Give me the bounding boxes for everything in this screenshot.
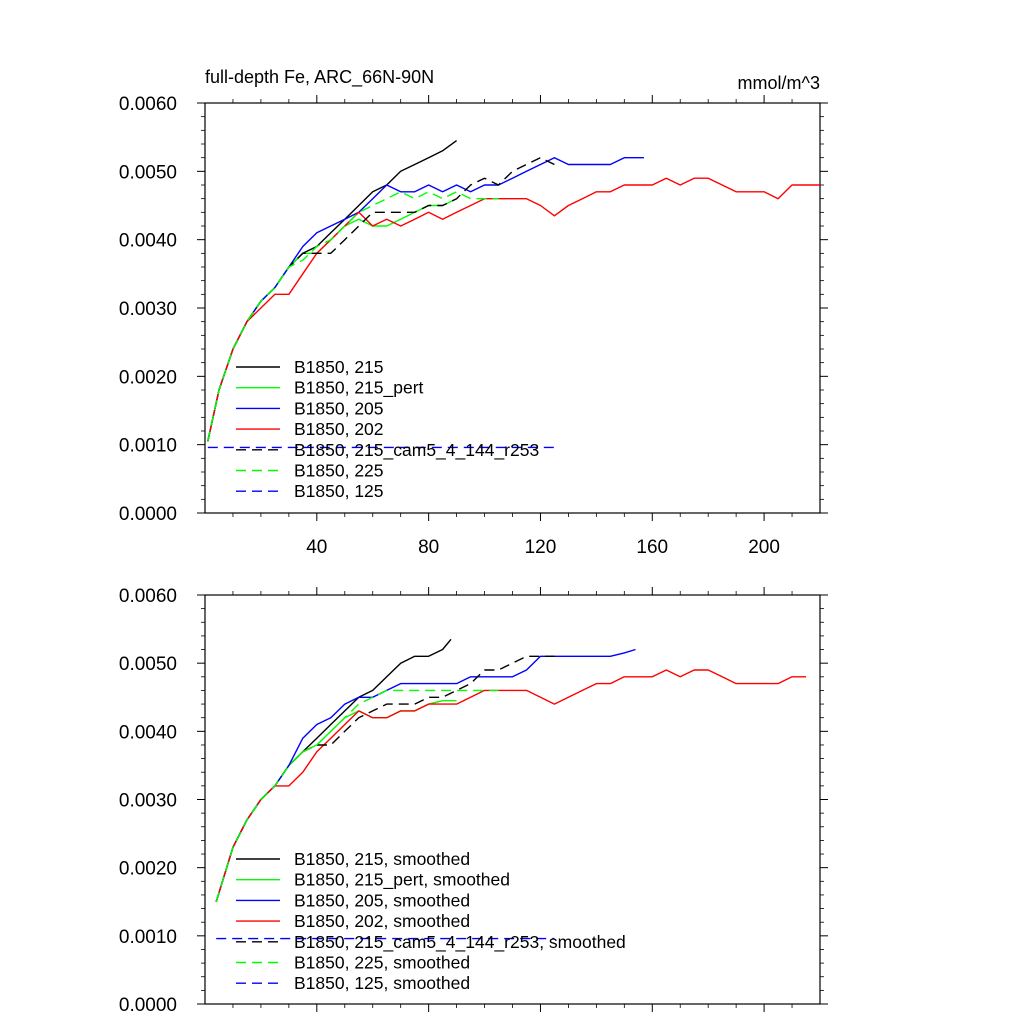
x-tick-label: 120	[525, 537, 557, 558]
legend-label: B1850, 215_cam5_4_144_r253	[294, 440, 539, 461]
legend-label: B1850, 215_pert	[294, 378, 424, 399]
y-tick-label: 0.0040	[119, 231, 177, 252]
series-line-5	[215, 689, 499, 903]
y-tick-label: 0.0000	[119, 504, 177, 525]
x-tick-label: 200	[748, 537, 780, 558]
legend-label: B1850, 125, smoothed	[294, 973, 470, 993]
y-tick-label: 0.0000	[119, 995, 177, 1016]
legend-label: B1850, 215_cam5_4_144_r253, smoothed	[294, 932, 626, 953]
y-tick-label: 0.0050	[119, 162, 177, 183]
legend-label: B1850, 125	[294, 481, 384, 501]
x-tick-label: 80	[418, 537, 439, 558]
y-tick-label: 0.0020	[119, 367, 177, 388]
y-tick-label: 0.0050	[119, 654, 177, 675]
legend-label: B1850, 215_pert, smoothed	[294, 870, 510, 891]
series-line-3	[215, 669, 806, 903]
x-tick-label: 160	[636, 537, 668, 558]
series-line-3	[207, 177, 820, 442]
chart-title: full-depth Fe, ARC_66N-90N	[205, 67, 434, 88]
y-tick-label: 0.0010	[119, 436, 177, 457]
y-tick-label: 0.0020	[119, 859, 177, 880]
legend-label: B1850, 202, smoothed	[294, 911, 470, 931]
series-line-4	[207, 156, 555, 442]
y-tick-label: 0.0040	[119, 722, 177, 743]
legend-label: B1850, 225	[294, 461, 384, 481]
y-tick-label: 0.0060	[119, 586, 177, 607]
legend-label: B1850, 215, smoothed	[294, 849, 470, 869]
y-tick-label: 0.0030	[119, 791, 177, 812]
legend-label: B1850, 205	[294, 398, 384, 418]
bottom-panel: 0.0000 0.0010 0.0020 0.0030 0.0040 0.0050 0.00…	[119, 586, 828, 1016]
top-panel: full-depth Fe, ARC_66N-90N mmol/m^3 0.00…	[119, 67, 828, 558]
legend-label: B1850, 205, smoothed	[294, 890, 470, 910]
y-tick-label: 0.0030	[119, 299, 177, 320]
series-line-5	[207, 191, 499, 442]
units-label: mmol/m^3	[738, 73, 820, 93]
legend-label: B1850, 225, smoothed	[294, 953, 470, 973]
legend-label: B1850, 202	[294, 419, 384, 439]
x-tick-label: 40	[306, 537, 327, 558]
legend-label: B1850, 215	[294, 357, 384, 377]
y-tick-label: 0.0060	[119, 94, 177, 115]
series-line-2	[215, 648, 636, 903]
y-tick-label: 0.0010	[119, 927, 177, 948]
